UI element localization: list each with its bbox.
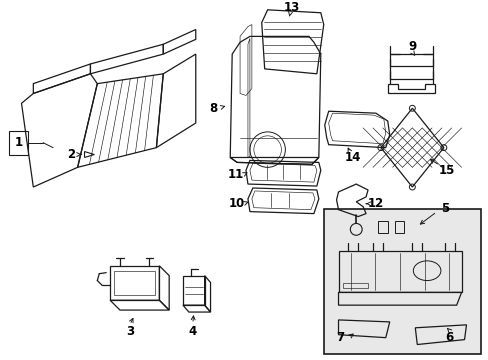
Text: 9: 9 bbox=[407, 40, 416, 53]
Text: 13: 13 bbox=[284, 1, 300, 14]
Text: 11: 11 bbox=[227, 168, 244, 181]
Text: 3: 3 bbox=[125, 325, 134, 338]
Text: 1: 1 bbox=[15, 136, 22, 149]
Text: 6: 6 bbox=[445, 331, 453, 344]
Bar bbox=[323, 209, 480, 354]
Text: 14: 14 bbox=[345, 151, 361, 164]
Text: 8: 8 bbox=[209, 102, 217, 115]
Text: 10: 10 bbox=[228, 197, 245, 210]
Text: 12: 12 bbox=[367, 197, 383, 210]
Text: 4: 4 bbox=[188, 325, 197, 338]
Text: 2: 2 bbox=[66, 148, 75, 161]
Text: 7: 7 bbox=[336, 331, 344, 344]
Text: 5: 5 bbox=[440, 202, 448, 215]
Text: 15: 15 bbox=[438, 164, 454, 177]
Bar bbox=[9, 131, 28, 154]
